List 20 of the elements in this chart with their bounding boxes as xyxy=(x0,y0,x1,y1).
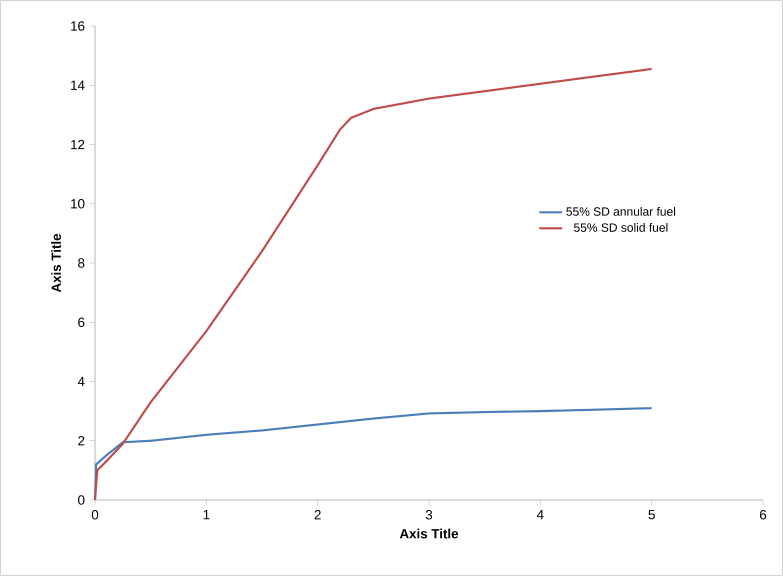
y-tick-label: 10 xyxy=(71,199,84,208)
x-tick-label: 2 xyxy=(314,510,321,520)
y-tick-label: 6 xyxy=(78,318,84,327)
y-tick-label: 16 xyxy=(71,21,84,31)
x-tick-label: 3 xyxy=(426,510,432,520)
y-tick-label: 14 xyxy=(71,80,85,90)
x-tick-label: 0 xyxy=(92,510,98,520)
x-tick-label: 6 xyxy=(760,510,766,520)
legend-label: 55% SD solid fuel xyxy=(574,223,668,232)
y-tick-label: 12 xyxy=(71,140,84,150)
y-tick-label: 4 xyxy=(78,376,85,386)
y-axis-title: Axis Title xyxy=(51,234,61,292)
x-tick-label: 5 xyxy=(648,510,655,520)
x-axis-title: Axis Title xyxy=(400,528,458,538)
x-tick-label: 4 xyxy=(536,510,544,520)
legend-label: 55% SD annular fuel xyxy=(566,206,676,216)
y-tick-label: 2 xyxy=(78,436,84,446)
x-tick-label: 1 xyxy=(204,510,210,520)
y-tick-label: 8 xyxy=(78,258,84,268)
y-tick-label: 0 xyxy=(78,495,84,505)
